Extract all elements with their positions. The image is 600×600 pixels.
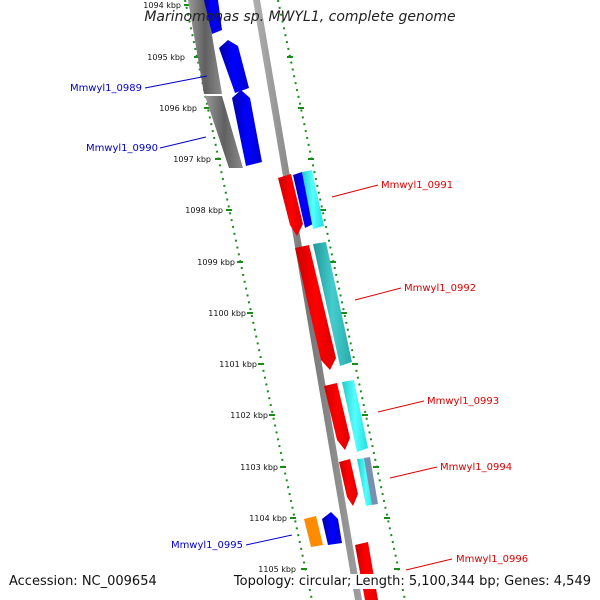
gene-0994-slate-band [364,457,378,505]
ruler-tick-label: 1100 kbp [208,309,246,318]
gene-label-0989[interactable]: Mmwyl1_0989 [70,83,142,94]
ruler-tick-label: 1102 kbp [230,411,268,420]
gene-0989-arrow[interactable] [219,40,249,93]
label-leader-0994 [389,466,438,479]
label-leader-0993 [377,400,425,413]
label-leader-0989 [144,75,208,89]
ruler-tick-label: 1101 kbp [219,360,257,369]
ruler-tick-label: 1097 kbp [173,155,211,164]
gene-0990-arrow[interactable] [232,90,262,166]
gene-0995-orange-band [304,516,323,547]
gene-label-0990[interactable]: Mmwyl1_0990 [86,143,158,154]
label-leader-0992 [354,287,402,301]
gene-0993-arrow[interactable] [324,383,350,450]
ruler-tick-label: 1098 kbp [185,206,223,215]
gene-0992-teal-band [313,242,352,366]
accession-text: Accession: NC_009654 [9,574,157,589]
ruler-tick-label: 1103 kbp [240,463,278,472]
ruler-ticks: 1094 kbp 1095 kbp 1096 kbp 1097 kbp 1098… [143,1,400,574]
ruler-tick-label: 1105 kbp [258,565,296,574]
gene-0993-cyan-band [342,380,368,452]
right-ruler-line [277,0,406,600]
label-leader-0996 [405,558,453,571]
left-ruler-line [184,0,313,600]
gene-0990-gray-band [205,96,243,168]
ruler-tick-label: 1099 kbp [197,258,235,267]
ruler-tick-label: 1096 kbp [159,104,197,113]
gene-0995-arrow[interactable] [322,512,342,545]
gene-label-0996[interactable]: Mmwyl1_0996 [456,554,528,565]
gene-0989-gray-band [188,0,222,94]
ruler-tick-label: 1094 kbp [143,1,181,10]
gene-0991-blue-band [293,172,313,228]
gene-0994-arrow[interactable] [339,459,358,506]
genome-summary-text: Topology: circular; Length: 5,100,344 bp… [233,574,591,589]
gene-0992-arrow[interactable] [295,245,336,370]
gene-0991-cyan-band [302,170,324,229]
ruler-tick-label: 1104 kbp [249,514,287,523]
label-leader-0991 [331,184,379,198]
gene-0989-arrow-top [204,0,222,34]
gene-0991-arrow[interactable] [278,174,303,236]
genome-title: Marinomonas sp. MWYL1, complete genome [144,9,456,25]
gene-label-0994[interactable]: Mmwyl1_0994 [440,462,512,473]
label-leader-0995 [245,534,293,546]
gene-label-0992[interactable]: Mmwyl1_0992 [404,283,476,294]
gene-label-0995[interactable]: Mmwyl1_0995 [171,540,243,551]
gene-label-0991[interactable]: Mmwyl1_0991 [381,180,453,191]
gene-label-0993[interactable]: Mmwyl1_0993 [427,396,499,407]
ruler-tick-label: 1095 kbp [147,53,185,62]
label-leader-0990 [159,136,207,149]
